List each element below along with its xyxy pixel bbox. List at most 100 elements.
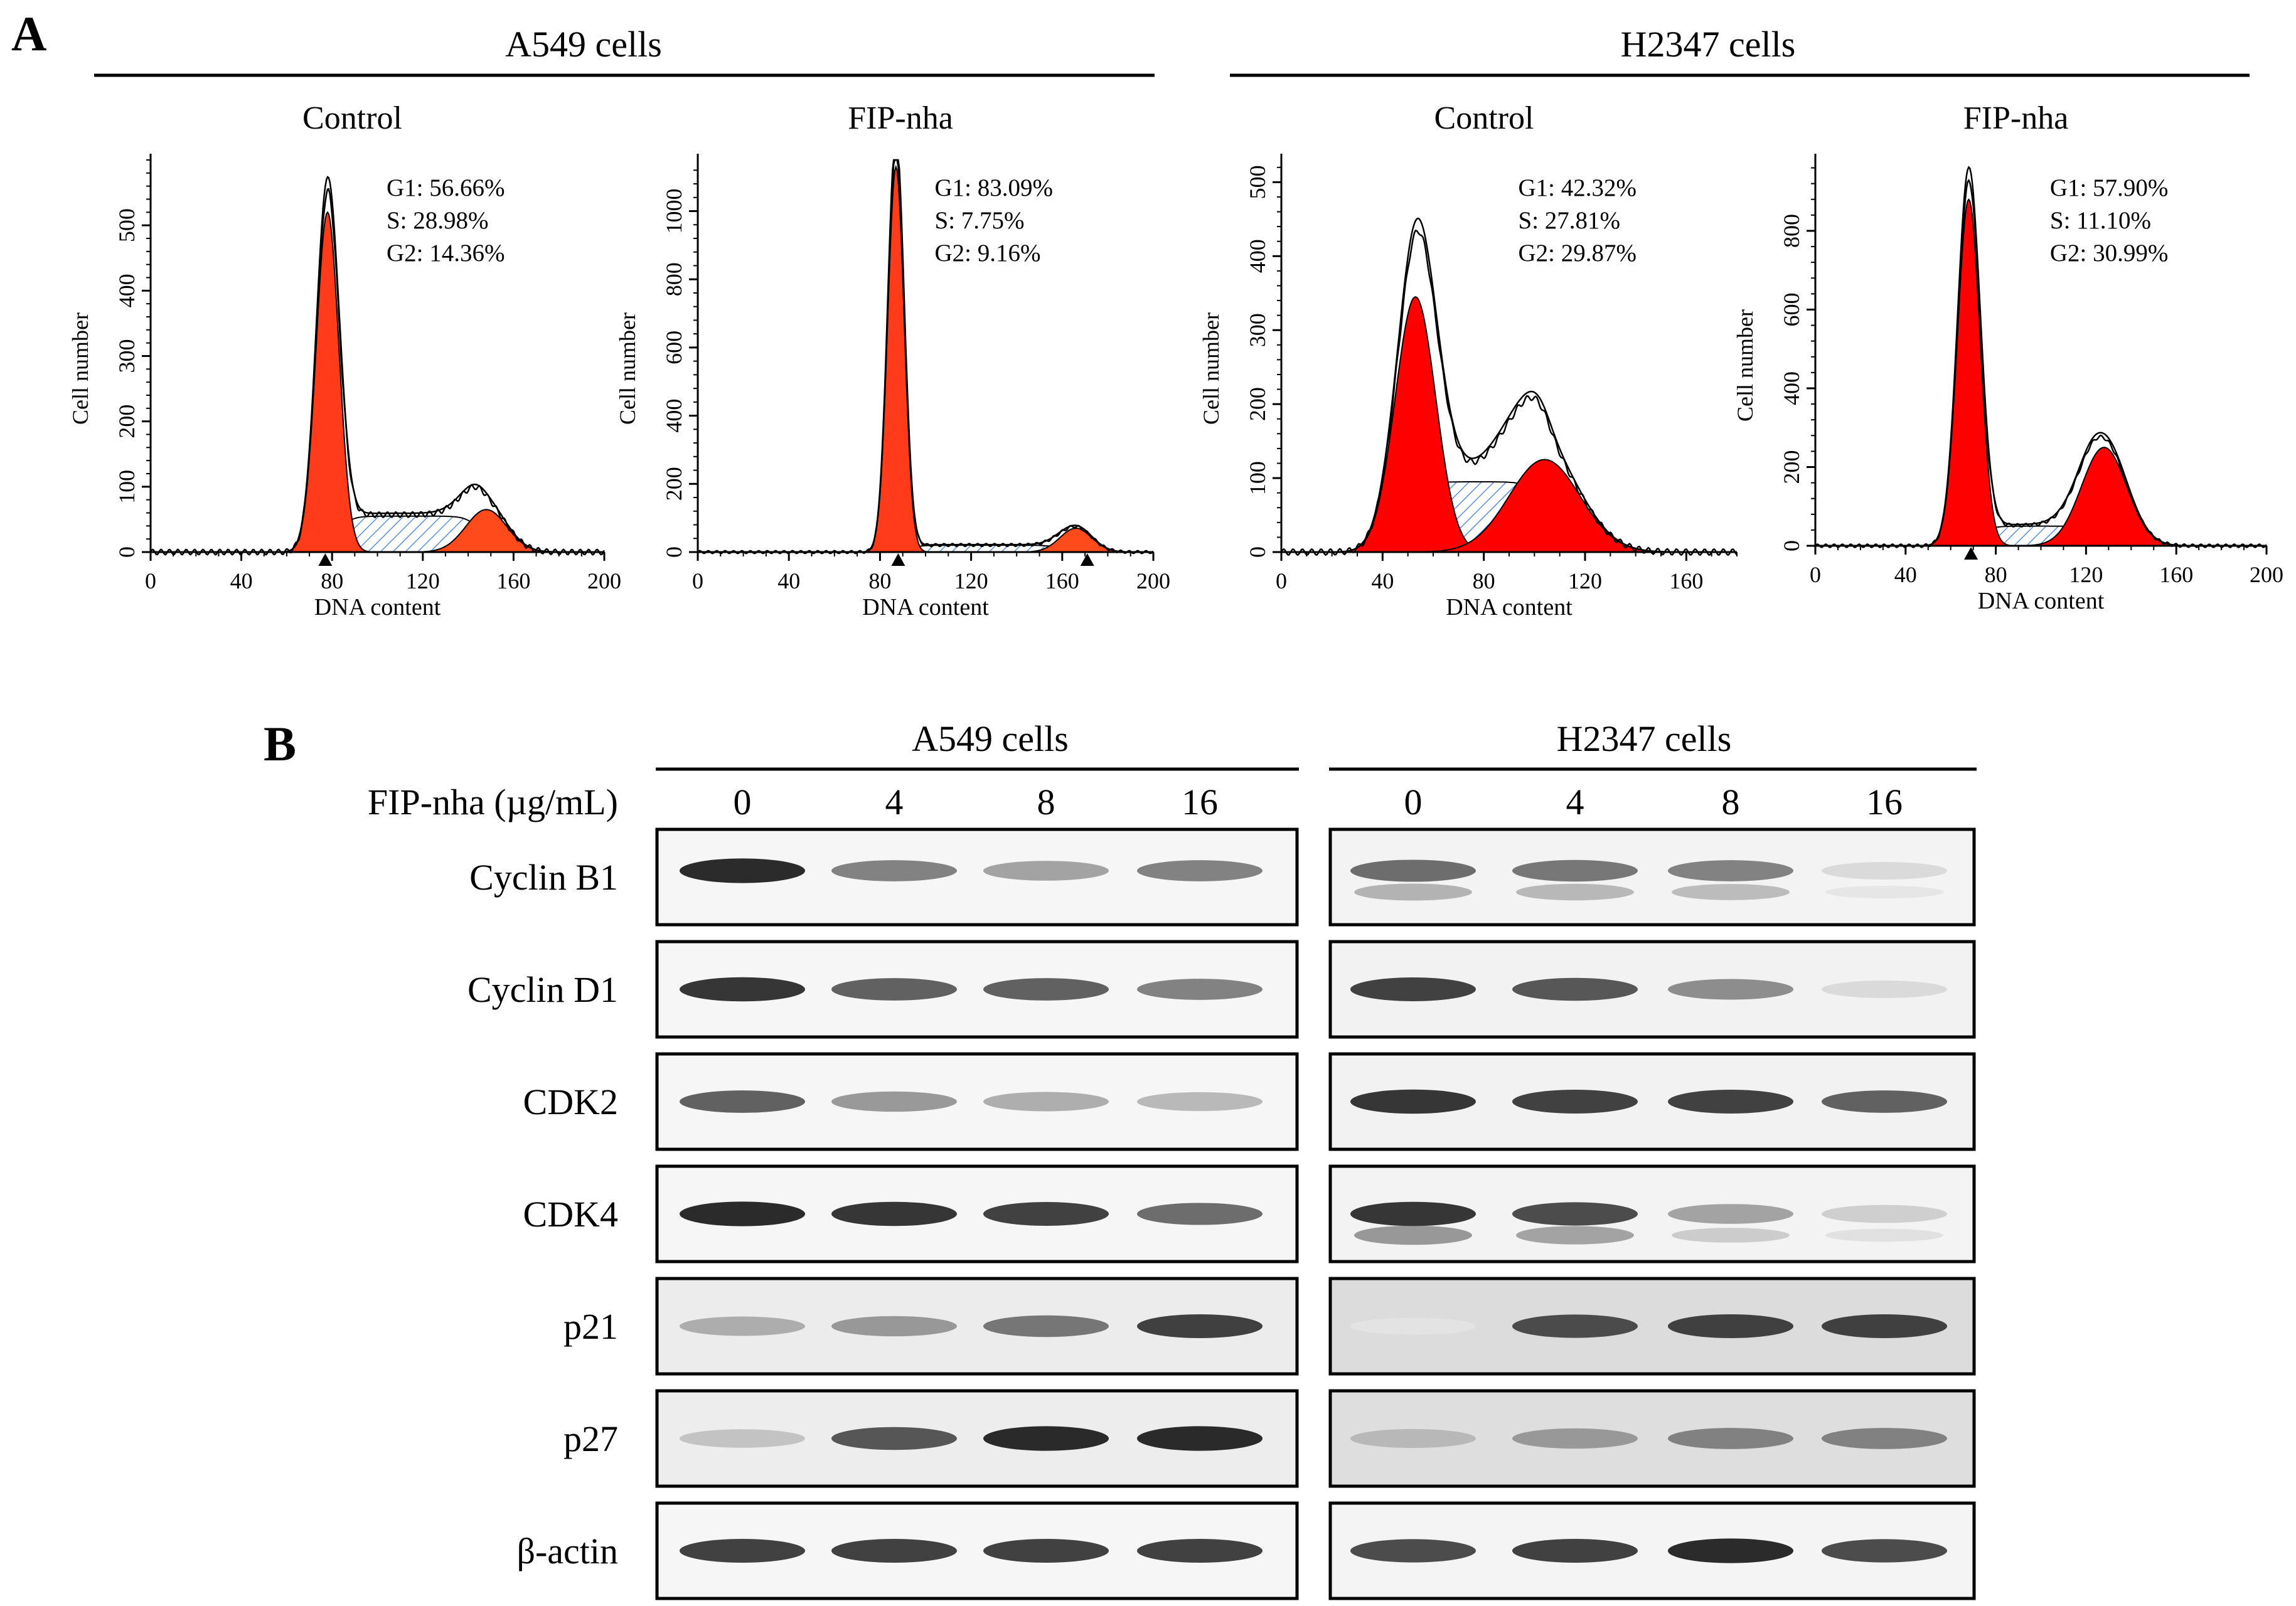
y-tick-label: 800: [661, 262, 686, 296]
protein-label: Cyclin B1: [469, 857, 618, 898]
y-tick-label: 800: [1779, 214, 1804, 248]
x-tick-label: 80: [1473, 568, 1495, 593]
x-tick-label: 160: [1045, 568, 1079, 593]
y-tick-label: 100: [114, 470, 139, 504]
y-tick-label: 400: [1245, 239, 1270, 273]
y-tick-label: 1000: [661, 189, 686, 234]
x-axis-label: DNA content: [1446, 594, 1572, 620]
lane-label: 0: [1404, 782, 1423, 822]
protein-band: [1350, 1089, 1476, 1114]
protein-band-secondary: [1516, 1226, 1634, 1245]
protein-band: [831, 860, 957, 881]
x-tick-label: 80: [1985, 562, 2007, 587]
protein-label: p21: [563, 1306, 618, 1347]
protein-band: [1350, 977, 1476, 1001]
phase-percentage: G1: 56.66%: [387, 174, 505, 201]
phase-percentage: G2: 29.87%: [1519, 240, 1637, 267]
phase-percentage: S: 28.98%: [387, 207, 489, 234]
blot-strip: [655, 1501, 1299, 1600]
protein-label: Cyclin D1: [467, 969, 618, 1010]
blot-strip: [1328, 1389, 1976, 1488]
protein-band: [1822, 980, 1947, 999]
panel-b-letter: B: [264, 716, 296, 771]
protein-band: [1668, 979, 1793, 1000]
blot-strip: [655, 1389, 1299, 1488]
x-tick-label: 160: [2159, 562, 2193, 587]
protein-band: [1350, 1539, 1476, 1563]
panel-b-group-title-h2347: H2347 cells: [1557, 718, 1732, 759]
x-tick-label: 0: [692, 568, 703, 593]
protein-band: [1137, 1092, 1263, 1112]
phase-percentage: G2: 14.36%: [387, 240, 505, 267]
histogram-a549-control: 0 40 80 120 160 200 0 100 200 300 400 500 DNA conten…: [68, 100, 621, 620]
protein-band: [1512, 977, 1638, 1001]
protein-band: [983, 1539, 1109, 1563]
y-tick-label: 500: [1245, 165, 1270, 199]
phase-percentage: G2: 30.99%: [2050, 240, 2169, 267]
observed-histogram: [1815, 178, 2267, 548]
x-tick-label: 120: [954, 568, 988, 593]
protein-band-secondary: [1672, 1228, 1790, 1243]
y-tick-label: 300: [114, 339, 139, 373]
blot-strip: [1328, 940, 1976, 1039]
y-axis-label: Cell number: [615, 312, 640, 425]
protein-band: [680, 1090, 805, 1113]
treatment-label: FIP-nha (µg/mL): [368, 782, 618, 822]
protein-band: [680, 977, 805, 1002]
y-tick-label: 100: [1245, 461, 1270, 495]
lane-label: 4: [1566, 782, 1584, 822]
protein-band: [680, 1316, 805, 1336]
y-tick-label: 200: [114, 405, 139, 439]
x-tick-label: 80: [868, 568, 891, 593]
x-tick-label: 40: [1894, 562, 1917, 587]
protein-band: [983, 861, 1109, 881]
s-phase-area: [151, 515, 604, 553]
protein-band: [1668, 1090, 1793, 1114]
protein-band: [1137, 1539, 1263, 1563]
protein-band: [983, 978, 1109, 1001]
histogram-a549-fip-nha: 0 40 80 120 160 200 0 200 400 600 800 1000 DNA conte…: [615, 100, 1170, 620]
y-tick-label: 0: [661, 546, 686, 558]
lane-labels: 0 0 4 4 8 8 16 16: [734, 782, 1903, 822]
panel-a-group-title-a549: A549 cells: [505, 24, 662, 65]
blot-strip: [1328, 1277, 1976, 1376]
protein-band: [1512, 1090, 1638, 1114]
protein-band: [1137, 1203, 1263, 1225]
x-tick-label: 200: [2250, 562, 2283, 587]
panel-a-letter: A: [11, 6, 46, 61]
fitted-envelope: [151, 176, 604, 553]
x-tick-label: 0: [1276, 568, 1287, 593]
phase-percentage: G2: 9.16%: [935, 240, 1041, 267]
x-tick-label: 0: [145, 568, 156, 593]
y-axis-label: Cell number: [1733, 309, 1758, 422]
y-axis-label: Cell number: [1199, 312, 1224, 425]
phase-percentage: S: 11.10%: [2050, 207, 2151, 234]
x-tick-label: 120: [406, 568, 440, 593]
y-tick-label: 600: [1779, 292, 1804, 326]
protein-band: [983, 1092, 1109, 1112]
protein-band: [983, 1202, 1109, 1226]
protein-band: [1822, 1314, 1947, 1338]
protein-band: [831, 1316, 957, 1337]
lane-label: 8: [1722, 782, 1740, 822]
subplot-title: Control: [302, 100, 402, 136]
x-tick-label: 40: [777, 568, 800, 593]
s-phase-area: [1815, 525, 2267, 546]
protein-label: CDK2: [523, 1082, 618, 1122]
phase-percentage: G1: 42.32%: [1519, 174, 1637, 201]
y-tick-label: 0: [1245, 546, 1270, 558]
lane-label: 4: [885, 782, 904, 822]
protein-band: [680, 1539, 805, 1563]
protein-band-secondary: [1516, 883, 1634, 901]
protein-band: [831, 1427, 957, 1450]
phase-percentage: G1: 57.90%: [2050, 174, 2169, 201]
protein-band: [1350, 859, 1476, 882]
protein-band: [1668, 860, 1793, 881]
protein-band: [1822, 1090, 1947, 1113]
protein-band-secondary: [1354, 1225, 1472, 1245]
protein-band: [983, 1315, 1109, 1337]
protein-band: [1512, 1428, 1638, 1449]
y-tick-label: 400: [661, 399, 686, 433]
protein-band: [1137, 860, 1263, 881]
